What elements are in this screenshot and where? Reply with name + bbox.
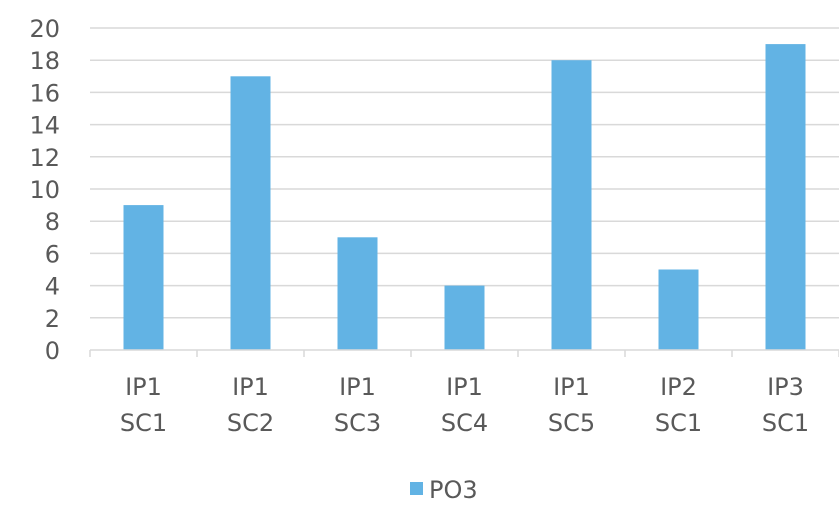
y-tick-label-4: 4 bbox=[45, 273, 60, 301]
x-label-ip2-sc1-line1: IP2 bbox=[660, 373, 697, 401]
x-label-ip1-sc5-line1: IP1 bbox=[553, 373, 590, 401]
y-tick-label-12: 12 bbox=[29, 144, 60, 172]
x-label-ip2-sc1-line2: SC1 bbox=[655, 409, 702, 437]
x-label-ip3-sc1-line1: IP3 bbox=[767, 373, 804, 401]
bars bbox=[123, 44, 806, 351]
y-tick-label-10: 10 bbox=[29, 176, 60, 204]
x-label-ip1-sc3-line1: IP1 bbox=[339, 373, 376, 401]
x-axis bbox=[89, 349, 839, 357]
y-tick-label-14: 14 bbox=[29, 112, 60, 140]
y-tick-label-2: 2 bbox=[45, 305, 60, 333]
x-label-ip1-sc4-line1: IP1 bbox=[446, 373, 483, 401]
x-label-ip1-sc4-line2: SC4 bbox=[441, 409, 488, 437]
legend: PO3 bbox=[410, 476, 478, 504]
x-label-ip1-sc2-line2: SC2 bbox=[227, 409, 274, 437]
y-tick-label-16: 16 bbox=[29, 79, 60, 107]
x-label-ip3-sc1-line2: SC1 bbox=[762, 409, 809, 437]
x-label-ip1-sc2-line1: IP1 bbox=[232, 373, 269, 401]
x-label-ip1-sc1-line2: SC1 bbox=[120, 409, 167, 437]
y-tick-label-6: 6 bbox=[45, 240, 60, 268]
bar-ip1-sc4 bbox=[444, 285, 485, 350]
y-tick-label-8: 8 bbox=[45, 208, 60, 236]
legend-swatch-po3 bbox=[410, 482, 423, 495]
x-label-ip1-sc1-line1: IP1 bbox=[125, 373, 162, 401]
y-axis-ticks: 0 2 4 6 8 10 12 14 16 18 20 bbox=[29, 15, 60, 365]
y-tick-label-20: 20 bbox=[29, 15, 60, 43]
bar-ip3-sc1 bbox=[765, 44, 806, 350]
y-tick-label-18: 18 bbox=[29, 47, 60, 75]
bar-ip1-sc5 bbox=[551, 60, 592, 350]
y-tick-label-0: 0 bbox=[45, 337, 60, 365]
bar-ip1-sc3 bbox=[337, 237, 378, 350]
x-axis-labels: IP1 SC1 IP1 SC2 IP1 SC3 IP1 SC4 IP1 SC5 IP2 SC1 IP3 S… bbox=[120, 373, 809, 437]
gridlines bbox=[90, 27, 839, 319]
x-label-ip1-sc3-line2: SC3 bbox=[334, 409, 381, 437]
x-label-ip1-sc5-line2: SC5 bbox=[548, 409, 595, 437]
bar-ip2-sc1 bbox=[658, 269, 699, 350]
bar-ip1-sc2 bbox=[230, 76, 271, 351]
legend-label-po3: PO3 bbox=[429, 476, 478, 503]
bar-ip1-sc1 bbox=[123, 205, 164, 350]
